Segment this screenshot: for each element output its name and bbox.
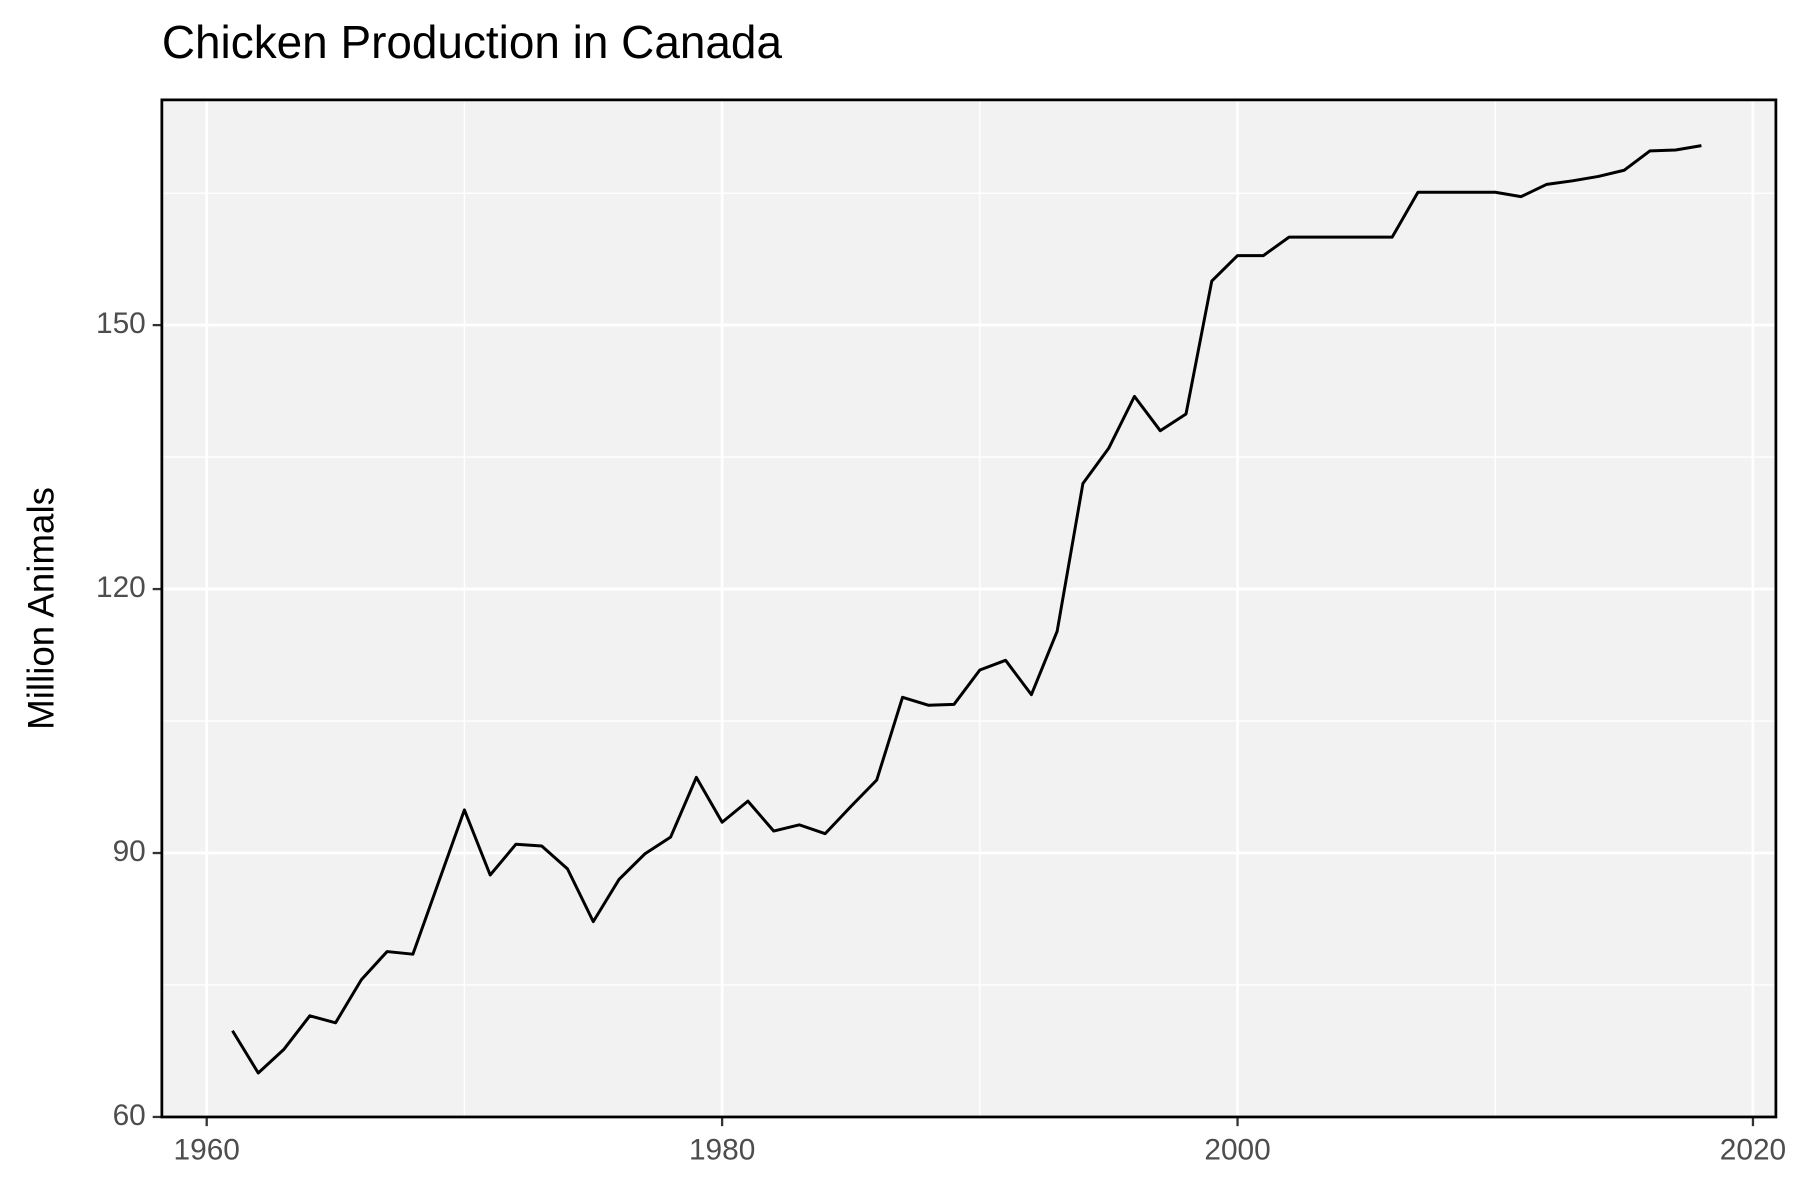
x-tick-label: 2000 bbox=[1204, 1133, 1270, 1166]
y-tick-label: 150 bbox=[96, 307, 146, 340]
y-tick-label: 60 bbox=[113, 1099, 146, 1132]
x-tick-label: 1980 bbox=[689, 1133, 755, 1166]
chart-title: Chicken Production in Canada bbox=[162, 16, 783, 68]
x-tick-label: 1960 bbox=[174, 1133, 240, 1166]
plot-background bbox=[161, 99, 1776, 1117]
y-axis-label: Million Animals bbox=[20, 487, 61, 730]
plot-border bbox=[160, 98, 1778, 1119]
y-tick-label: 120 bbox=[96, 571, 146, 604]
y-tick-label: 90 bbox=[113, 835, 146, 868]
x-tick-label: 2020 bbox=[1720, 1133, 1786, 1166]
data-line bbox=[231, 144, 1702, 1075]
